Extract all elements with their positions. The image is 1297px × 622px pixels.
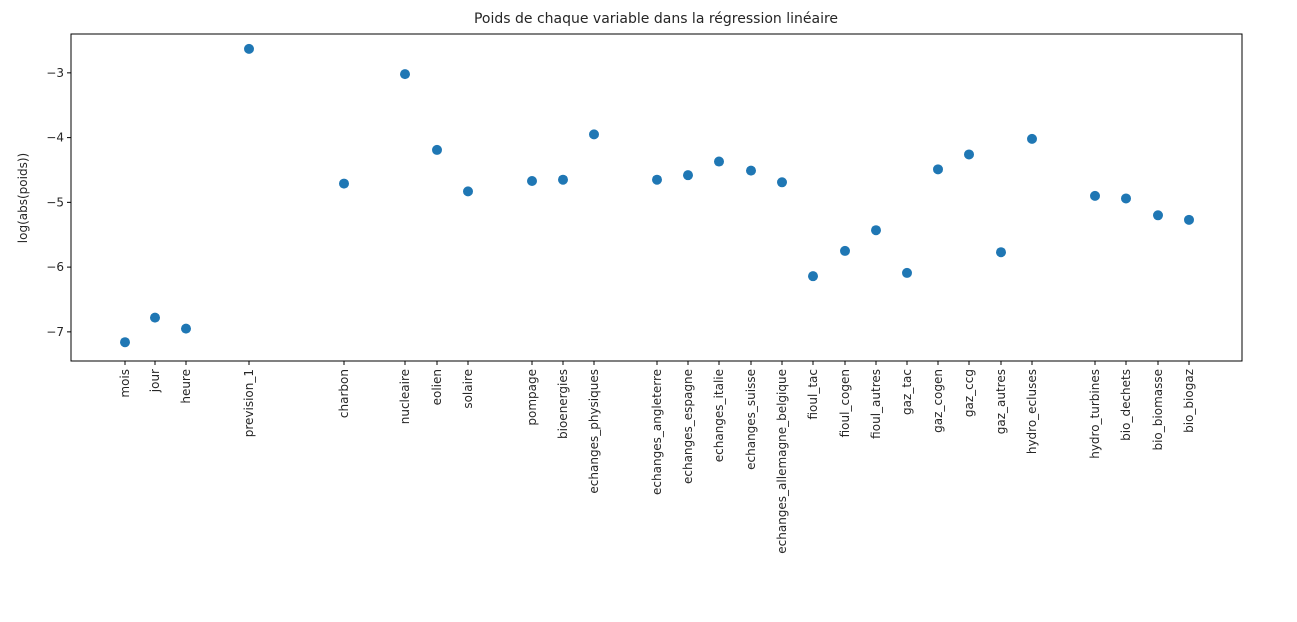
y-axis-label: log(abs(poids)) xyxy=(16,153,30,243)
y-tick-label: −7 xyxy=(46,325,64,339)
data-point xyxy=(933,164,943,175)
data-point xyxy=(1090,190,1100,201)
x-tick-label: echanges_espagne xyxy=(681,369,695,484)
data-point xyxy=(1184,214,1194,225)
x-tick-label: bio_dechets xyxy=(1119,369,1133,441)
x-tick-label: fioul_tac xyxy=(806,369,820,420)
x-tick-label: fioul_cogen xyxy=(838,369,852,437)
x-tick-label: bio_biomasse xyxy=(1151,369,1165,451)
y-tick-label: −5 xyxy=(46,195,64,209)
data-point xyxy=(244,43,254,54)
x-tick-label: hydro_ecluses xyxy=(1025,369,1039,454)
data-point xyxy=(181,323,191,334)
x-tick-label: echanges_allemagne_belgique xyxy=(775,369,789,554)
y-ticks: −7 −6 −5 −4 −3 xyxy=(46,66,71,339)
data-point xyxy=(120,337,130,348)
x-tick-label: hydro_turbines xyxy=(1088,369,1102,459)
data-point xyxy=(808,271,818,282)
y-tick-label: −6 xyxy=(46,260,64,274)
data-point xyxy=(1153,210,1163,221)
x-tick-label: gaz_cogen xyxy=(931,369,945,433)
x-tick-label: echanges_suisse xyxy=(744,369,758,470)
x-tick-label: prevision_1 xyxy=(242,369,256,437)
data-point xyxy=(652,174,662,185)
x-tick-label: pompage xyxy=(525,369,539,426)
data-point xyxy=(432,144,442,155)
data-point xyxy=(339,178,349,189)
x-tick-label: heure xyxy=(179,369,193,404)
x-tick-label: mois xyxy=(118,369,132,398)
x-tick-label: bioenergies xyxy=(556,369,570,439)
data-point xyxy=(463,186,473,197)
x-tick-label: echanges_angleterre xyxy=(650,369,664,495)
y-tick-label: −4 xyxy=(46,131,64,145)
data-point xyxy=(871,225,881,236)
data-points xyxy=(120,43,1194,348)
x-tick-label: bio_biogaz xyxy=(1182,369,1196,433)
data-point xyxy=(400,69,410,80)
data-point xyxy=(777,177,787,188)
x-tick-label: gaz_tac xyxy=(900,369,914,415)
x-tick-label: echanges_physiques xyxy=(587,369,601,494)
data-point xyxy=(1121,193,1131,204)
data-point xyxy=(150,312,160,323)
data-point xyxy=(840,245,850,256)
data-point xyxy=(558,174,568,185)
data-point xyxy=(589,129,599,140)
x-tick-label: echanges_italie xyxy=(712,369,726,462)
data-point xyxy=(683,170,693,181)
x-tick-label: solaire xyxy=(461,369,475,409)
data-point xyxy=(527,175,537,186)
x-tick-label: charbon xyxy=(337,369,351,418)
data-point xyxy=(996,247,1006,258)
data-point xyxy=(746,165,756,176)
y-tick-label: −3 xyxy=(46,66,64,80)
x-tick-label: nucleaire xyxy=(398,369,412,424)
data-point xyxy=(714,156,724,167)
plot-frame xyxy=(70,33,1243,362)
x-tick-label: gaz_autres xyxy=(994,369,1008,434)
x-tick-label: jour xyxy=(148,369,162,393)
data-point xyxy=(902,267,912,278)
x-tick-label: eolien xyxy=(430,369,444,405)
x-ticks: mois jour heure prevision_1 charbon nucleaire… xyxy=(118,361,1196,554)
data-point xyxy=(964,149,974,160)
data-point xyxy=(1027,133,1037,144)
chart-title: Poids de chaque variable dans la régress… xyxy=(474,11,838,27)
x-tick-label: gaz_ccg xyxy=(962,369,976,417)
x-tick-label: fioul_autres xyxy=(869,369,883,439)
